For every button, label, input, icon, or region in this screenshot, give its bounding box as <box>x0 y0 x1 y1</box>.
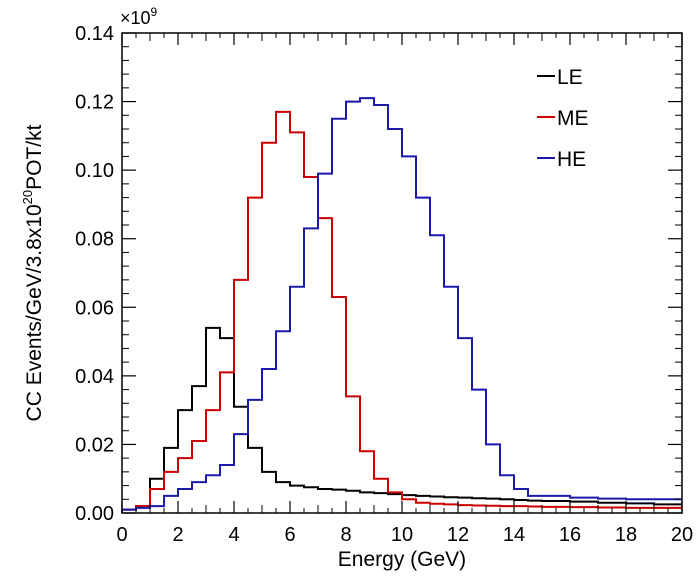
x-tick-label: 20 <box>671 524 693 546</box>
x-tick-label: 0 <box>116 524 127 546</box>
x-axis-title: Energy (GeV) <box>338 548 466 571</box>
x-tick-label: 8 <box>340 524 351 546</box>
x-tick-label: 6 <box>284 524 295 546</box>
x-tick-label: 2 <box>172 524 183 546</box>
y-tick-label: 0.14 <box>75 23 114 45</box>
y-axis-title-main: CC Events/GeV/3.8x10 <box>23 204 46 421</box>
y-axis-title-exponent: 20 <box>20 190 35 204</box>
y-multiplier-exponent: 9 <box>151 5 158 19</box>
y-tick-label: 0.02 <box>75 434 114 456</box>
series-line-me <box>121 110 682 513</box>
x-tick-label: 18 <box>615 524 637 546</box>
legend-label-le: LE <box>557 66 583 89</box>
y-axis-ticks: 0.00 0.02 0.04 0.06 0.08 0.10 0.12 0.14 <box>75 23 682 525</box>
plot-area: 0 2 4 6 8 10 12 14 16 18 20 0.000.020.040.060.080.… <box>75 23 693 546</box>
y-tick-label: 0.08 <box>75 229 114 251</box>
x-tick-label: 4 <box>228 524 239 546</box>
y-axis-title: CC Events/GeV/3.8x1020POT/kt <box>20 124 46 421</box>
y-tick-label: 0.00 <box>75 503 114 525</box>
y-tick-label: 0.12 <box>75 92 114 114</box>
x-axis-ticks: 0 2 4 6 8 10 12 14 16 18 20 <box>116 33 693 546</box>
legend-label-he: HE <box>557 148 586 171</box>
legend: LE ME HE <box>537 66 589 171</box>
x-tick-label: 10 <box>391 524 413 546</box>
y-multiplier-base: ×10 <box>120 8 151 28</box>
y-tick-label: 0.10 <box>75 160 114 182</box>
y-multiplier: ×109 <box>120 5 158 28</box>
series-layer <box>121 97 682 513</box>
x-tick-label: 16 <box>559 524 581 546</box>
y-tick-label: 0.06 <box>75 297 114 319</box>
x-tick-label: 12 <box>447 524 469 546</box>
series-line-he <box>121 97 682 513</box>
legend-label-me: ME <box>557 107 589 130</box>
series-line-le <box>121 326 682 513</box>
y-axis-title-unit: POT/kt <box>23 124 46 190</box>
y-tick-label: 0.04 <box>75 366 114 388</box>
x-tick-label: 14 <box>503 524 525 546</box>
